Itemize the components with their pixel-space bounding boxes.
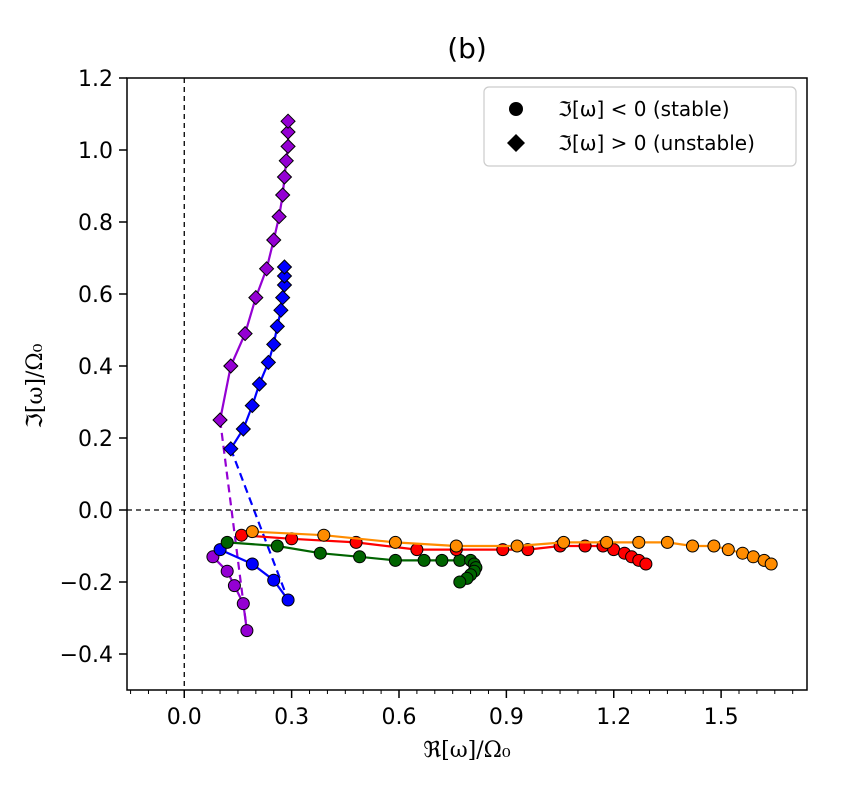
series-connector bbox=[219, 419, 248, 631]
stable-point bbox=[453, 553, 467, 567]
stable-point bbox=[245, 557, 259, 571]
stable-point bbox=[417, 553, 431, 567]
stable-point bbox=[721, 543, 735, 557]
legend-box bbox=[483, 86, 797, 167]
stable-point bbox=[660, 535, 674, 549]
unstable-point bbox=[266, 336, 282, 353]
x-tick-label: 1.5 bbox=[704, 705, 739, 730]
series-layer bbox=[206, 113, 778, 638]
chart-title: (b) bbox=[447, 32, 487, 65]
unstable-point bbox=[276, 169, 293, 185]
plot-frame bbox=[126, 77, 808, 691]
y-tick-label: 0.2 bbox=[78, 427, 113, 452]
unstable-point bbox=[269, 318, 286, 335]
stable-point bbox=[510, 539, 524, 553]
unstable-point bbox=[223, 441, 239, 457]
stable-point bbox=[557, 535, 571, 549]
stable-point bbox=[353, 550, 367, 564]
y-tick-label: 1.0 bbox=[78, 139, 113, 164]
unstable-point bbox=[278, 153, 294, 169]
unstable-point bbox=[276, 277, 293, 293]
unstable-point bbox=[235, 421, 252, 437]
stable-point bbox=[707, 539, 721, 553]
stable-point bbox=[317, 528, 331, 542]
legend-diamond-icon bbox=[507, 134, 525, 152]
series bbox=[220, 535, 483, 589]
y-tick-label: 0.4 bbox=[78, 355, 113, 380]
stable-point bbox=[410, 543, 424, 557]
y-tick-label: 0.6 bbox=[78, 283, 113, 308]
unstable-point bbox=[248, 289, 264, 306]
unstable-point bbox=[244, 397, 260, 414]
series bbox=[245, 525, 778, 571]
series bbox=[213, 259, 295, 607]
legend-entry-unstable: ℑ[ω] > 0 (unstable) bbox=[558, 131, 755, 155]
series bbox=[206, 113, 296, 638]
y-tick-label: 1.2 bbox=[78, 67, 113, 92]
stable-point bbox=[435, 553, 449, 567]
series-line-unstable bbox=[219, 121, 290, 421]
stable-point bbox=[235, 528, 248, 542]
unstable-point bbox=[274, 187, 291, 203]
stable-point bbox=[267, 573, 281, 587]
stable-point bbox=[388, 535, 402, 549]
unstable-point bbox=[274, 289, 291, 306]
x-tick-label: 0.3 bbox=[274, 705, 309, 730]
stable-point bbox=[220, 535, 234, 549]
y-tick-label: −0.2 bbox=[60, 571, 113, 596]
stable-point bbox=[245, 525, 259, 539]
x-tick-label: 0.0 bbox=[167, 705, 202, 730]
unstable-point bbox=[237, 325, 253, 342]
stable-point bbox=[453, 575, 467, 589]
stable-point bbox=[240, 624, 254, 638]
stable-point bbox=[270, 539, 284, 553]
stable-point bbox=[313, 546, 327, 560]
y-tick-label: 0.0 bbox=[78, 499, 113, 524]
stable-point bbox=[600, 535, 614, 549]
x-tick-label: 0.9 bbox=[489, 705, 524, 730]
x-tick-label: 1.2 bbox=[596, 705, 631, 730]
unstable-point bbox=[276, 268, 293, 284]
stable-point bbox=[632, 535, 646, 549]
y-tick-label: −0.4 bbox=[60, 643, 113, 668]
unstable-point bbox=[271, 208, 287, 225]
stable-point bbox=[764, 557, 778, 571]
series-connector bbox=[229, 448, 290, 601]
stable-point bbox=[639, 557, 653, 571]
legend-circle-icon bbox=[509, 102, 523, 116]
unstable-point bbox=[251, 376, 268, 392]
x-tick-label: 0.6 bbox=[382, 705, 417, 730]
unstable-point bbox=[212, 412, 228, 428]
series-line-stable bbox=[219, 548, 289, 601]
unstable-point bbox=[280, 138, 296, 155]
plot-area bbox=[126, 77, 808, 691]
stable-point bbox=[388, 553, 402, 567]
unstable-point bbox=[258, 261, 275, 277]
legend-entry-stable: ℑ[ω] < 0 (stable) bbox=[558, 97, 730, 121]
unstable-point bbox=[276, 259, 293, 275]
unstable-point bbox=[280, 113, 296, 129]
y-tick-label: 0.8 bbox=[78, 211, 113, 236]
stable-point bbox=[220, 564, 234, 578]
reference-lines bbox=[127, 78, 807, 690]
stable-point bbox=[736, 546, 750, 560]
y-axis-label: ℑ[ω]/Ω₀ bbox=[23, 343, 48, 428]
unstable-point bbox=[260, 354, 277, 371]
stable-point bbox=[686, 539, 699, 553]
unstable-point bbox=[266, 232, 282, 248]
stable-point bbox=[746, 550, 760, 564]
stable-point bbox=[449, 539, 463, 553]
stable-point bbox=[281, 593, 295, 607]
axis-ticks: 0.0 0.3 0.6 0.9 1.2 1.5 −0.4 −0.2 0.0 0.2 0.4 0.6 0.… bbox=[60, 67, 794, 730]
x-axis-label: ℜ[ω]/Ω₀ bbox=[423, 738, 511, 763]
stable-point bbox=[227, 579, 241, 593]
legend: ℑ[ω] < 0 (stable) ℑ[ω] > 0 (unstable) bbox=[483, 86, 797, 167]
unstable-point bbox=[223, 358, 239, 374]
stable-point bbox=[236, 597, 250, 611]
unstable-point bbox=[280, 124, 296, 140]
unstable-point bbox=[273, 302, 289, 318]
